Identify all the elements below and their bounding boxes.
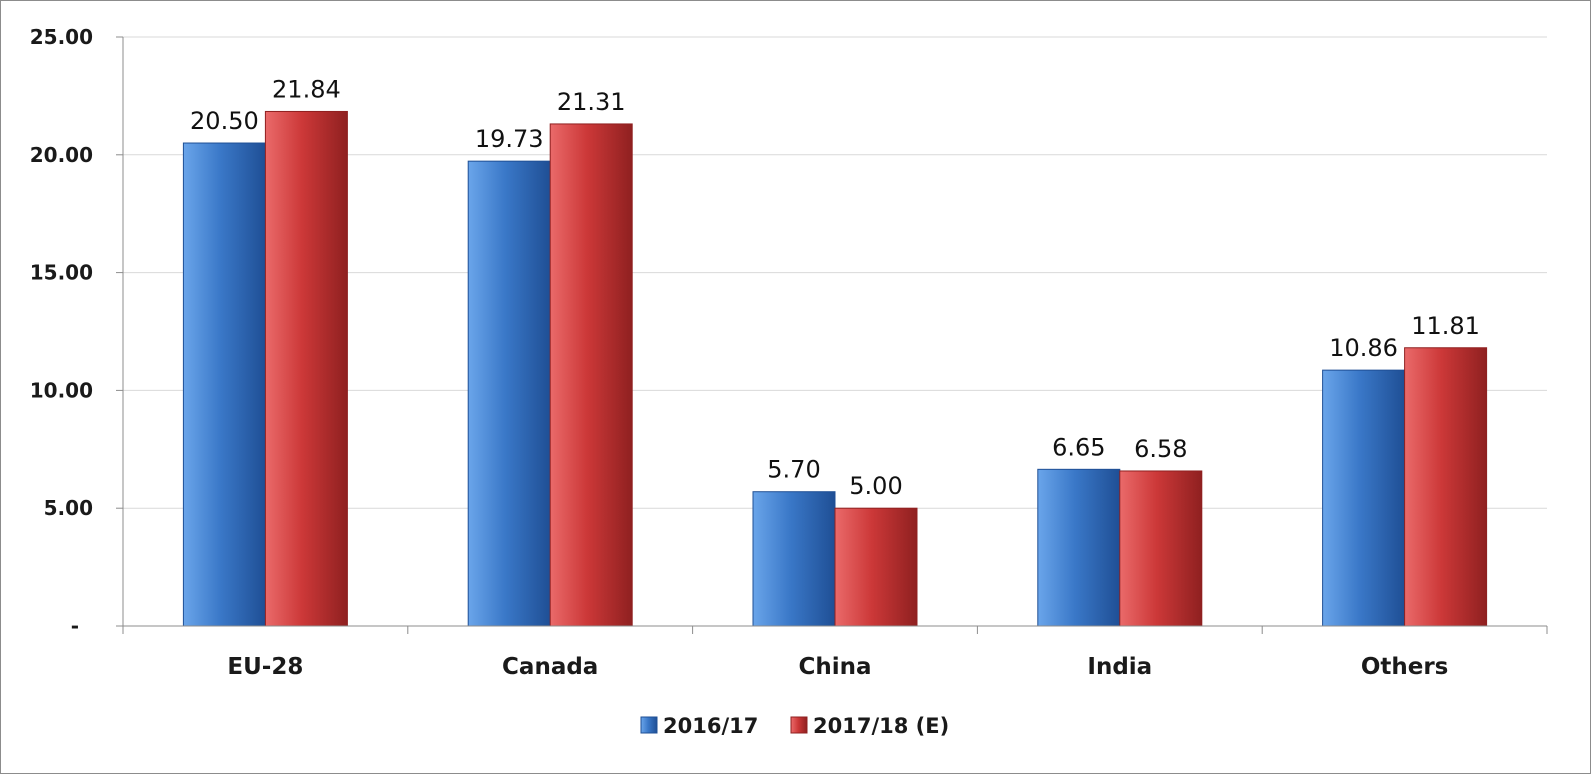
bar-2016/17-Others bbox=[1322, 369, 1406, 627]
data-label: 5.70 bbox=[767, 456, 820, 484]
legend-swatch bbox=[790, 716, 808, 734]
bar-2017/18 (E)-EU-28 bbox=[264, 110, 348, 627]
y-tick-label: - bbox=[71, 614, 79, 638]
y-tick-label: 10.00 bbox=[30, 378, 93, 402]
legend-swatch bbox=[640, 716, 658, 734]
bar-2017/18 (E)-Others bbox=[1404, 347, 1488, 627]
data-label: 21.84 bbox=[272, 75, 341, 103]
data-label: 5.00 bbox=[849, 472, 902, 500]
bar-2017/18 (E)-Canada bbox=[549, 123, 633, 627]
x-category-label: Others bbox=[1361, 654, 1449, 680]
x-category-label: India bbox=[1087, 654, 1152, 680]
y-tick-label: 15.00 bbox=[30, 261, 93, 285]
bar-2016/17-China bbox=[752, 491, 836, 627]
bar-2017/18 (E)-China bbox=[834, 507, 918, 627]
y-tick-label: 25.00 bbox=[30, 25, 93, 49]
y-tick-label: 5.00 bbox=[44, 496, 93, 520]
data-label: 19.73 bbox=[475, 125, 544, 153]
bar-2017/18 (E)-India bbox=[1119, 470, 1203, 627]
axes bbox=[122, 37, 1547, 627]
data-labels: 20.50 21.84 19.73 21.31 5.70 5.00 6.65 6.58 10.8… bbox=[190, 75, 1480, 500]
bar-2016/17-EU-28 bbox=[182, 142, 266, 627]
data-label: 10.86 bbox=[1329, 334, 1398, 362]
y-axis-ticks: - 5.00 10.00 15.00 20.00 25.00 bbox=[30, 25, 123, 638]
bar-2016/17-India bbox=[1037, 468, 1121, 627]
gridlines bbox=[123, 36, 1547, 509]
legend-label: 2016/17 bbox=[663, 714, 758, 738]
x-category-label: China bbox=[798, 654, 871, 680]
data-label: 11.81 bbox=[1411, 312, 1480, 340]
data-label: 21.31 bbox=[557, 88, 626, 116]
legend: 2016/17 2017/18 (E) bbox=[640, 714, 949, 738]
data-label: 20.50 bbox=[190, 107, 259, 135]
x-category-label: EU-28 bbox=[227, 654, 303, 680]
bar-2016/17-Canada bbox=[467, 160, 551, 627]
data-label: 6.65 bbox=[1052, 433, 1105, 461]
data-label: 6.58 bbox=[1134, 435, 1187, 463]
legend-label: 2017/18 (E) bbox=[813, 714, 949, 738]
x-category-label: Canada bbox=[502, 654, 598, 680]
x-axis-categories: EU-28 Canada China India Others bbox=[122, 626, 1548, 680]
y-tick-label: 20.00 bbox=[30, 143, 93, 167]
bar-series bbox=[182, 110, 1488, 627]
